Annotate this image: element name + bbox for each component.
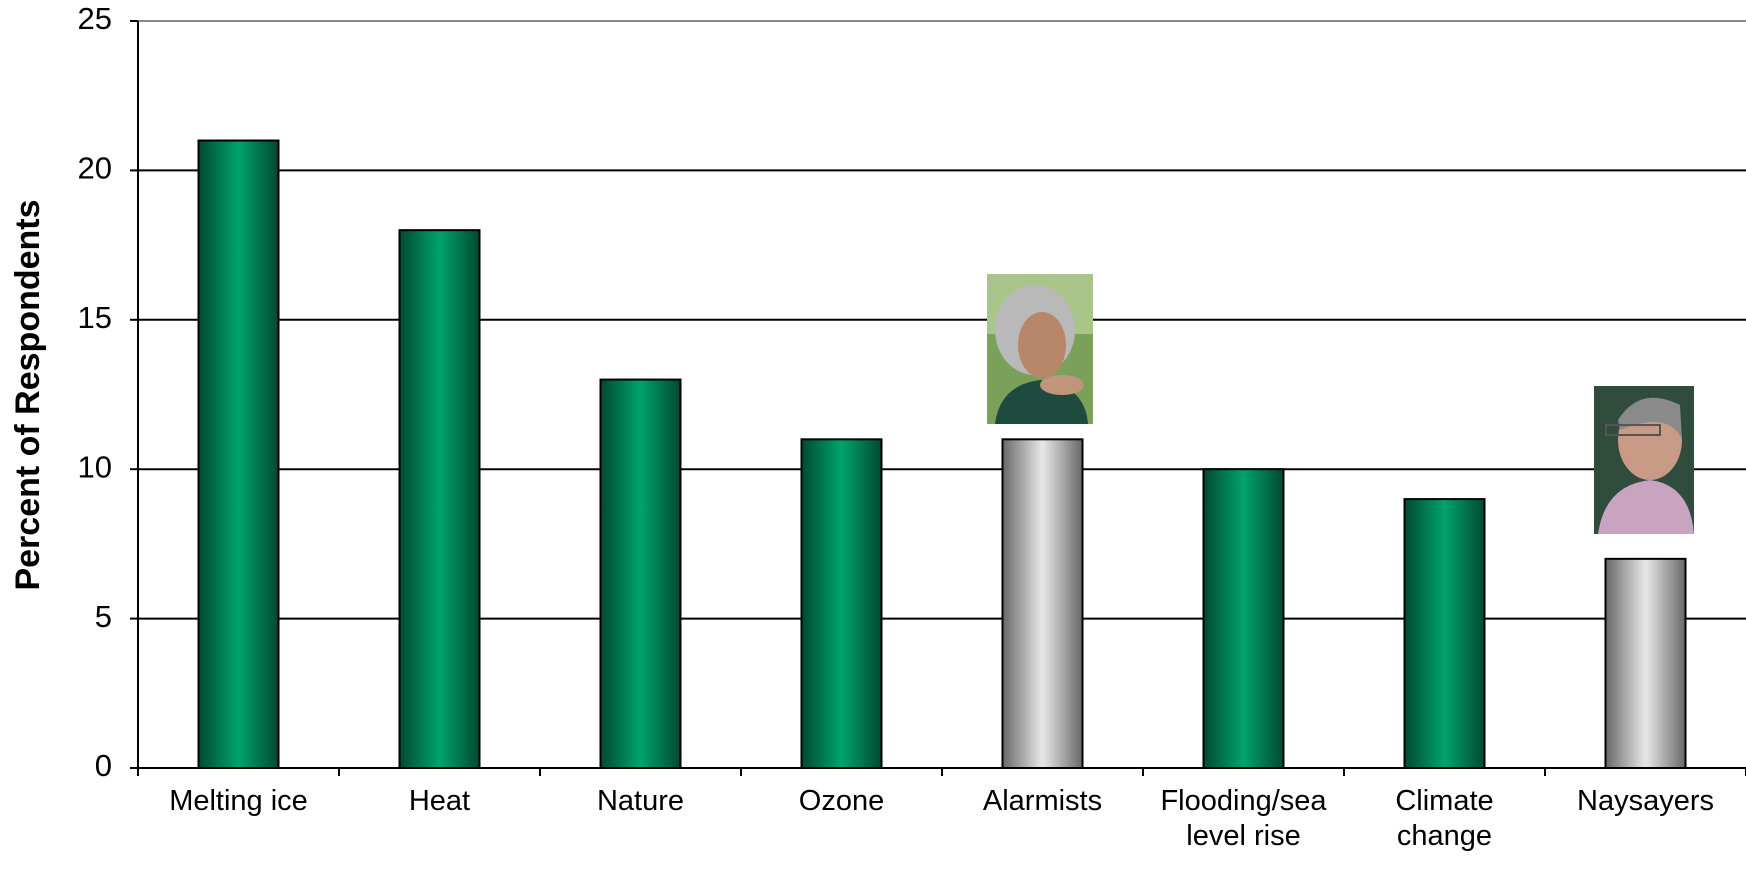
- photo-naysayer: [1594, 386, 1694, 534]
- y-tick-label: 5: [95, 599, 112, 634]
- x-label-box: Climate change: [1395, 785, 1494, 852]
- bar: [398, 229, 481, 770]
- x-tick-label: Melting ice: [169, 785, 308, 817]
- plot: 0 5 10 15 20 25 Melting ice Heat Nature Ozone Alar…: [78, 1, 1746, 852]
- y-axis-label: Percent of Respondents: [9, 199, 47, 590]
- bar: [599, 378, 682, 769]
- y-tick-label: 0: [95, 748, 112, 783]
- x-label-box: Alarmists: [982, 785, 1103, 817]
- y-tick-label: 25: [78, 1, 112, 36]
- bar: [1202, 468, 1285, 769]
- bar: [1001, 438, 1084, 769]
- x-tick-label: Nature: [596, 785, 685, 817]
- y-tick-label: 10: [78, 449, 112, 484]
- x-label-box: Heat: [408, 785, 471, 817]
- x-tick-label: Naysayers: [1577, 785, 1714, 817]
- bar: [197, 139, 280, 769]
- x-label-box: Nature: [596, 785, 685, 817]
- x-label-box: Flooding/sea level rise: [1160, 785, 1327, 852]
- x-tick-label: Ozone: [798, 785, 885, 817]
- x-tick-label: Alarmists: [982, 785, 1103, 817]
- x-tick-label: Flooding/sea level rise: [1160, 785, 1327, 852]
- x-tick-label: Climate change: [1395, 785, 1494, 852]
- bar: [800, 438, 883, 769]
- x-label-box: Naysayers: [1577, 785, 1714, 817]
- x-tick-label: Heat: [408, 785, 471, 817]
- x-label-box: Ozone: [798, 785, 885, 817]
- y-tick-label: 15: [78, 300, 112, 335]
- x-label-box: Melting ice: [169, 785, 308, 817]
- photo-alarmist: [987, 274, 1093, 424]
- bar: [1403, 498, 1486, 769]
- y-tick-label: 20: [78, 151, 112, 186]
- bar: [1604, 557, 1687, 770]
